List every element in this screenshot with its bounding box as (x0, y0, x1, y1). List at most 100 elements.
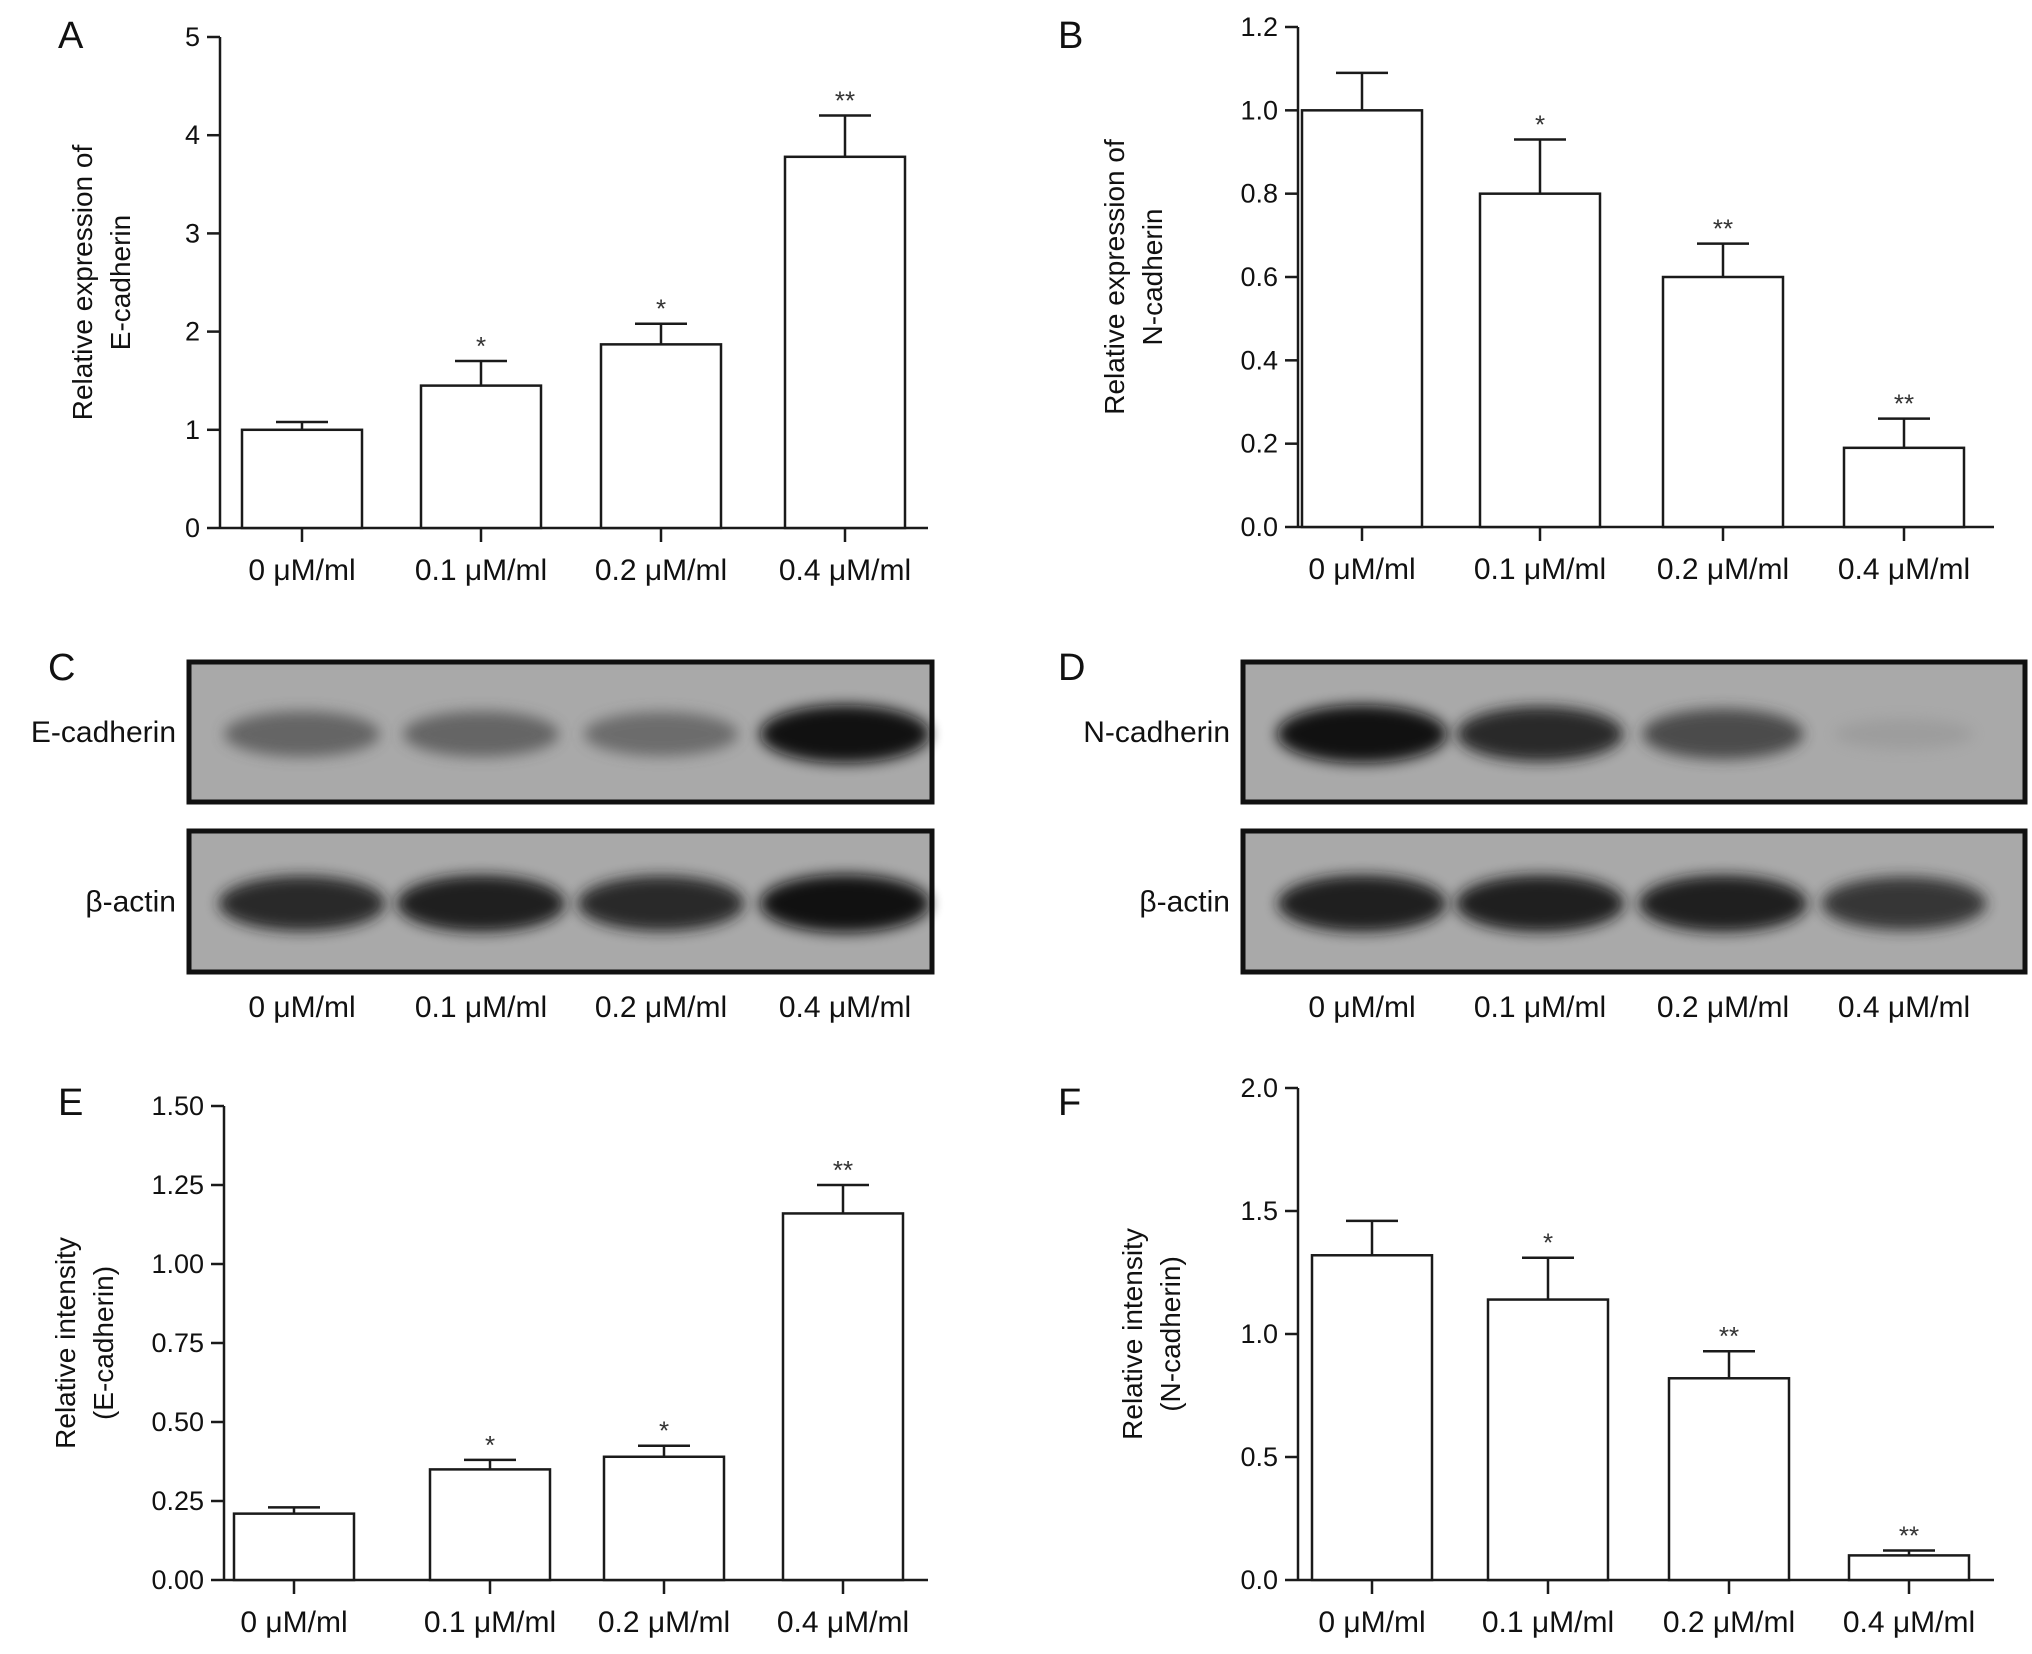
bar (781, 1212, 905, 1582)
y-tick-label: 0.0 (1240, 1565, 1278, 1595)
y-axis-label-line: Relative intensity (50, 1237, 81, 1449)
panel-A: A Relative expression of E-cadherin 0 1 2 3 4 5 0… (58, 15, 928, 587)
y-tick-label: 2 (185, 317, 200, 347)
panel-B: B Relative expression of N-cadherin 0.0 0.2 0… (1058, 12, 1994, 586)
y-tick-label: 1.5 (1240, 1196, 1278, 1226)
x-tick-label: 0.2 μM/ml (1657, 553, 1789, 586)
significance-mark: * (656, 294, 666, 324)
y-axis-label-line: (E-cadherin) (88, 1266, 119, 1420)
blot-band (218, 875, 386, 932)
panel-letter: C (48, 647, 75, 689)
lane-label: 0.2 μM/ml (1657, 991, 1789, 1024)
y-tick-label: 0.75 (151, 1328, 204, 1358)
y-tick-label: 1.00 (151, 1249, 204, 1279)
y-tick-label: 1.2 (1240, 12, 1278, 42)
blot-row: β-actin (85, 828, 935, 975)
y-tick-label: 1.25 (151, 1170, 204, 1200)
y-tick-label: 0.8 (1240, 179, 1278, 209)
x-tick-label: 0 μM/ml (240, 1606, 347, 1639)
y-axis-label: Relative intensity (E-cadherin) (50, 1237, 119, 1449)
bar (428, 1468, 552, 1582)
panel-F: F Relative intensity (N-cadherin) 0.0 0.5 1.0… (1058, 1073, 1994, 1639)
blot-band (584, 712, 738, 756)
blot-band (1821, 876, 1987, 931)
x-tick-label: 0.4 μM/ml (1843, 1606, 1975, 1639)
panel-letter: D (1058, 647, 1085, 689)
lane-label: 0.1 μM/ml (415, 991, 547, 1024)
blot-band (1834, 718, 1974, 750)
bar (240, 428, 364, 530)
bar (599, 343, 723, 530)
bar (1842, 446, 1966, 529)
y-axis-label: Relative expression of N-cadherin (1099, 139, 1168, 415)
y-tick-label: 4 (185, 120, 200, 150)
blot-band (1276, 704, 1448, 764)
bar (1478, 192, 1602, 529)
significance-mark: * (1535, 110, 1545, 140)
bar (1661, 275, 1785, 529)
blot-band (1642, 708, 1804, 760)
panel-C: C E-cadherin β-actin 0 μM/ml 0.1 μM/ml 0.2 μM… (31, 647, 935, 1024)
lane-label: 0.4 μM/ml (1838, 991, 1970, 1024)
x-tick-label: 0 μM/ml (248, 554, 355, 587)
x-tick-label: 0.1 μM/ml (1482, 1606, 1614, 1639)
significance-mark: * (476, 331, 486, 361)
x-tick-label: 0.4 μM/ml (1838, 553, 1970, 586)
blot-row: E-cadherin (31, 659, 935, 805)
bar (1300, 109, 1424, 529)
significance-mark: ** (1713, 214, 1733, 244)
blot-row-label: N-cadherin (1083, 716, 1230, 749)
bar (783, 155, 907, 530)
blot-band (1638, 875, 1808, 932)
y-tick-label: 2.0 (1240, 1073, 1278, 1103)
significance-mark: * (1543, 1228, 1553, 1258)
blot-band (224, 711, 380, 757)
bar (602, 1455, 726, 1582)
significance-mark: ** (835, 86, 855, 116)
x-tick-label: 0.1 μM/ml (424, 1606, 556, 1639)
significance-mark: * (485, 1430, 495, 1460)
panel-letter: B (1058, 15, 1083, 57)
lane-label: 0.2 μM/ml (595, 991, 727, 1024)
lane-label: 0.1 μM/ml (1474, 991, 1606, 1024)
y-tick-label: 0.6 (1240, 262, 1278, 292)
lane-label: 0 μM/ml (1308, 991, 1415, 1024)
lane-label: 0.4 μM/ml (779, 991, 911, 1024)
x-tick-label: 0.2 μM/ml (595, 554, 727, 587)
x-tick-label: 0.4 μM/ml (779, 554, 911, 587)
panel-D: D N-cadherin β-actin 0 μM/ml 0.1 μM/ml 0.2 μM… (1058, 647, 2028, 1024)
x-tick-label: 0.1 μM/ml (415, 554, 547, 587)
bar (232, 1512, 356, 1582)
blot-row-label: β-actin (85, 886, 176, 919)
blot-row: β-actin (1139, 828, 2028, 975)
x-tick-label: 0.2 μM/ml (598, 1606, 730, 1639)
panel-letter: A (58, 15, 84, 57)
x-tick-label: 0.4 μM/ml (777, 1606, 909, 1639)
bar (1847, 1554, 1971, 1582)
y-tick-label: 1.0 (1240, 95, 1278, 125)
bar (1667, 1377, 1791, 1582)
y-tick-label: 5 (185, 22, 200, 52)
y-axis-label: Relative expression of E-cadherin (67, 145, 136, 421)
y-tick-label: 0.50 (151, 1407, 204, 1437)
y-tick-label: 0.0 (1240, 512, 1278, 542)
y-tick-label: 0.25 (151, 1486, 204, 1516)
blot-band (403, 711, 559, 757)
panel-E: E Relative intensity (E-cadherin) 0.00 0.25 0… (50, 1082, 928, 1639)
blot-band (396, 875, 566, 932)
y-tick-label: 1 (185, 415, 200, 445)
y-tick-label: 3 (185, 218, 200, 248)
y-axis-label: Relative intensity (N-cadherin) (1117, 1228, 1186, 1440)
x-tick-label: 0 μM/ml (1318, 1606, 1425, 1639)
panel-letter: F (1058, 1082, 1081, 1124)
y-axis-label-line: N-cadherin (1137, 209, 1168, 346)
lane-label: 0 μM/ml (248, 991, 355, 1024)
y-tick-label: 1.0 (1240, 1319, 1278, 1349)
bar (1486, 1298, 1610, 1582)
y-axis-label-line: (N-cadherin) (1155, 1256, 1186, 1412)
x-tick-label: 0.2 μM/ml (1663, 1606, 1795, 1639)
blot-band (759, 704, 931, 764)
x-tick-label: 0.1 μM/ml (1474, 553, 1606, 586)
significance-mark: ** (1894, 389, 1914, 419)
blot-row-label: β-actin (1139, 886, 1230, 919)
